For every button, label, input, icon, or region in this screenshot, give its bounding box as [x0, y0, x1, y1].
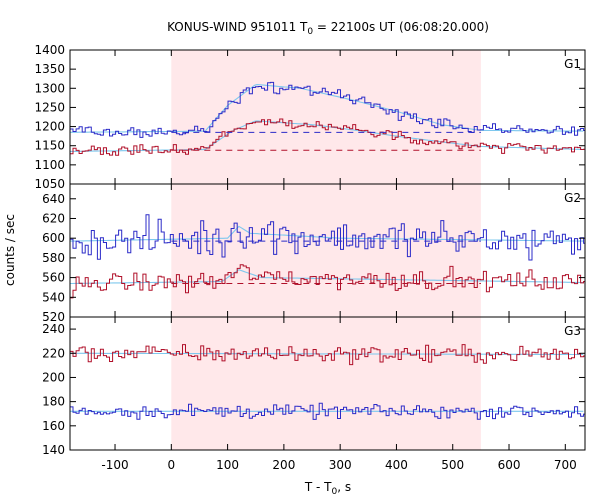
- x-tick-label: 200: [272, 458, 295, 472]
- red-fit-curve-g3: [70, 352, 584, 356]
- panel-label-g2: G2: [564, 191, 581, 205]
- y-tick-label: 1150: [34, 139, 65, 153]
- panels-layer: 10501100115012001250130013501400G1520540…: [34, 43, 586, 472]
- y-axis-label: counts / sec: [3, 214, 17, 286]
- blue-light-curve-g2: [70, 214, 585, 261]
- y-tick-label: 520: [42, 310, 65, 324]
- red-light-curve-g2: [70, 264, 585, 299]
- y-tick-label: 1400: [34, 43, 65, 57]
- y-tick-label: 540: [42, 290, 65, 304]
- y-tick-label: 560: [42, 271, 65, 285]
- y-tick-label: 1200: [34, 120, 65, 134]
- chart-title: KONUS-WIND 951011 T0 = 22100s UT (06:08:…: [167, 20, 489, 37]
- y-tick-label: 580: [42, 251, 65, 265]
- y-tick-label: 140: [42, 443, 65, 457]
- x-tick-label: 400: [385, 458, 408, 472]
- panel-g2: 520 540 560 580 600 620 640 G2: [42, 183, 586, 324]
- red-fit-curve-g2: [70, 269, 584, 285]
- y-tick-label: 640: [42, 192, 65, 206]
- x-tick-label: 100: [216, 458, 239, 472]
- x-tick-label: 300: [329, 458, 352, 472]
- y-tick-label: 620: [42, 211, 65, 225]
- y-tick-label: 240: [42, 322, 65, 336]
- panel-frame-g3: [69, 316, 586, 451]
- blue-fit-curve-g2: [70, 225, 584, 242]
- y-tick-label: 220: [42, 346, 65, 360]
- x-tick-label: 500: [441, 458, 464, 472]
- y-tick-label: 1300: [34, 81, 65, 95]
- x-tick-label: 0: [167, 458, 175, 472]
- panel-label-g3: G3: [564, 324, 581, 338]
- y-tick-label: 1350: [34, 62, 65, 76]
- x-tick-label: -100: [101, 458, 128, 472]
- blue-light-curve-g3: [70, 402, 585, 420]
- panel-g3: 140 160 180 200 220 240 G3: [42, 316, 586, 457]
- red-fit-curve-g1: [69, 120, 584, 153]
- y-tick-label: 160: [42, 419, 65, 433]
- y-tick-label: 600: [42, 231, 65, 245]
- y-tick-label: 1100: [34, 158, 65, 172]
- y-tick-label: 180: [42, 395, 65, 409]
- panel-g1: 1050 1100 1150 1200 1250 1300 1350 1400 G1: [34, 43, 586, 191]
- red-light-curve-g1: [70, 118, 585, 156]
- x-tick-label: 600: [498, 458, 521, 472]
- x-axis-label: T - T0, s: [304, 480, 351, 497]
- panel-label-g1: G1: [564, 57, 581, 71]
- y-tick-label: 1250: [34, 100, 65, 114]
- red-light-curve-g3: [70, 344, 585, 366]
- y-tick-label: 200: [42, 370, 65, 384]
- x-tick-label: 700: [554, 458, 577, 472]
- blue-light-curve-g1: [70, 81, 585, 138]
- y-tick-label: 1050: [34, 177, 65, 191]
- burst-interval-shade: [171, 50, 481, 450]
